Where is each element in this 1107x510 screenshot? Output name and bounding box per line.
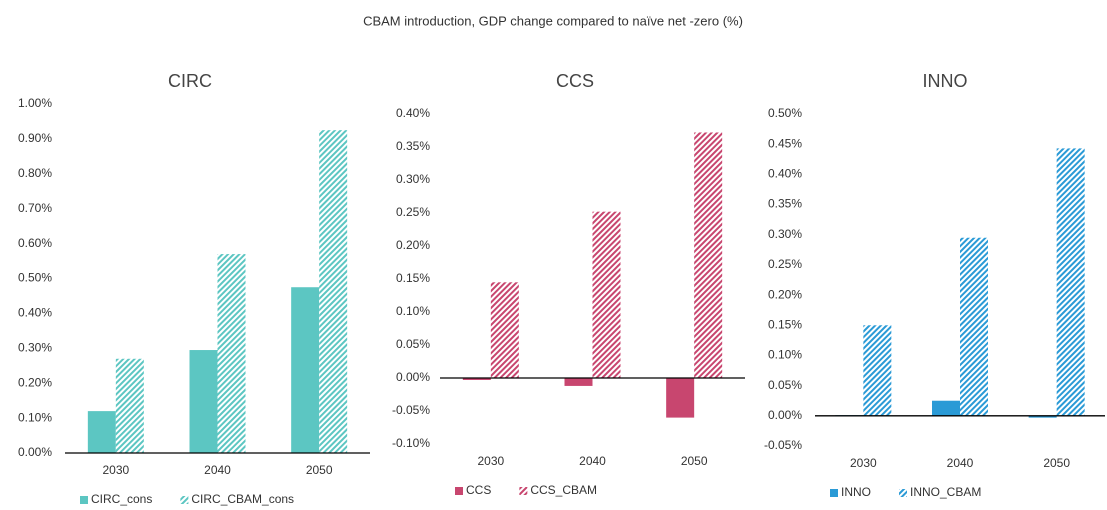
bar: [189, 350, 218, 453]
y-tick-label: -0.05%: [392, 403, 430, 417]
panel-title: INNO: [923, 71, 968, 91]
y-tick-label: 0.90%: [18, 131, 52, 145]
x-tick-label: 2040: [947, 456, 974, 470]
bar: [564, 378, 593, 386]
y-tick-label: 0.10%: [768, 348, 802, 362]
bar: [115, 358, 144, 453]
y-tick-label: 0.05%: [396, 337, 430, 351]
y-tick-label: 0.15%: [768, 317, 802, 331]
legend-label: CCS_CBAM: [530, 483, 597, 497]
bar: [462, 378, 491, 380]
y-tick-label: 0.25%: [396, 205, 430, 219]
bar: [1056, 148, 1085, 416]
y-tick-label: 0.00%: [18, 445, 52, 459]
y-tick-label: 0.30%: [396, 172, 430, 186]
chart-title: CBAM introduction, GDP change compared t…: [363, 13, 743, 28]
y-tick-label: 0.20%: [18, 375, 52, 389]
y-tick-label: 0.10%: [18, 410, 52, 424]
y-tick-label: -0.10%: [392, 436, 430, 450]
bar: [319, 130, 348, 454]
x-tick-label: 2050: [681, 454, 708, 468]
legend-label: CIRC_cons: [91, 492, 152, 506]
x-tick-label: 2040: [579, 454, 606, 468]
y-tick-label: 0.25%: [768, 257, 802, 271]
bar: [960, 237, 988, 416]
y-tick-label: -0.05%: [764, 438, 802, 452]
panel-title: CCS: [556, 71, 594, 91]
x-tick-label: 2030: [477, 454, 504, 468]
y-tick-label: 1.00%: [18, 96, 52, 110]
y-tick-label: 0.15%: [396, 271, 430, 285]
legend-label: INNO: [841, 485, 871, 499]
bar: [592, 211, 621, 378]
y-tick-label: 0.30%: [768, 227, 802, 241]
legend-swatch: [80, 496, 88, 504]
x-tick-label: 2030: [850, 456, 877, 470]
bar: [932, 400, 960, 416]
bar: [87, 411, 116, 453]
y-tick-label: 0.45%: [768, 136, 802, 150]
legend-swatch: [180, 496, 189, 504]
legend-label: CCS: [466, 483, 491, 497]
y-tick-label: 0.40%: [768, 167, 802, 181]
y-tick-label: 0.05%: [768, 378, 802, 392]
y-tick-label: 0.40%: [396, 106, 430, 120]
y-tick-label: 0.30%: [18, 340, 52, 354]
legend-label: CIRC_CBAM_cons: [191, 492, 294, 506]
legend-swatch: [830, 489, 838, 497]
y-tick-label: 0.00%: [396, 370, 430, 384]
y-tick-label: 0.40%: [18, 306, 52, 320]
y-tick-label: 0.35%: [768, 197, 802, 211]
y-tick-label: 0.60%: [18, 236, 52, 250]
y-tick-label: 0.50%: [768, 106, 802, 120]
bar: [694, 132, 723, 378]
legend-swatch: [899, 489, 907, 497]
legend-swatch: [519, 487, 528, 495]
bar: [863, 325, 892, 416]
bar: [217, 254, 246, 453]
y-tick-label: 0.20%: [768, 287, 802, 301]
y-tick-label: 0.00%: [768, 408, 802, 422]
x-tick-label: 2050: [306, 463, 333, 477]
y-tick-label: 0.10%: [396, 304, 430, 318]
bar: [490, 282, 519, 378]
x-tick-label: 2050: [1043, 456, 1070, 470]
y-tick-label: 0.50%: [18, 271, 52, 285]
legend-label: INNO_CBAM: [910, 485, 981, 499]
x-tick-label: 2040: [204, 463, 231, 477]
y-tick-label: 0.35%: [396, 139, 430, 153]
bar: [291, 287, 320, 453]
bar: [666, 378, 695, 418]
y-tick-label: 0.70%: [18, 201, 52, 215]
legend-swatch: [455, 487, 463, 495]
y-tick-label: 0.80%: [18, 166, 52, 180]
y-tick-label: 0.20%: [396, 238, 430, 252]
bar: [1028, 415, 1057, 418]
x-tick-label: 2030: [102, 463, 129, 477]
panel-title: CIRC: [168, 71, 212, 91]
